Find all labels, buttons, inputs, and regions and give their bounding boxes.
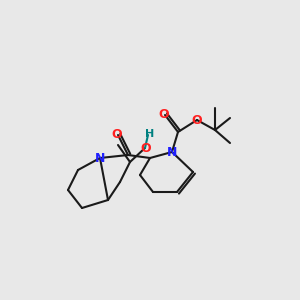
Text: N: N	[167, 146, 177, 160]
Text: N: N	[95, 152, 105, 166]
Text: H: H	[146, 129, 154, 139]
Text: O: O	[112, 128, 122, 142]
Text: O: O	[159, 109, 169, 122]
Text: O: O	[141, 142, 151, 155]
Text: O: O	[192, 113, 202, 127]
